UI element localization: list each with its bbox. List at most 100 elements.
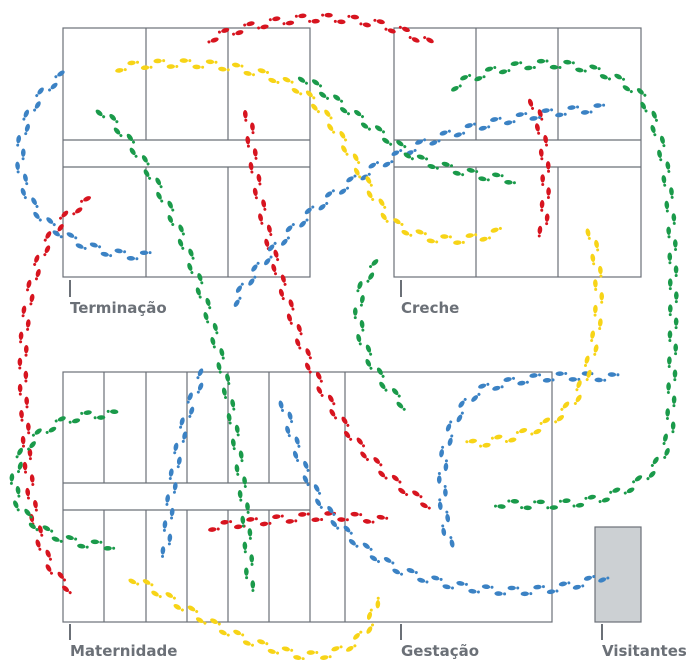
footprint (248, 161, 254, 174)
toe (158, 595, 162, 599)
toe (19, 340, 23, 344)
sole (503, 377, 512, 382)
toe (423, 138, 427, 142)
sole (584, 355, 590, 364)
toe (413, 148, 417, 152)
sole (478, 176, 487, 182)
sole (391, 474, 399, 482)
sole (376, 19, 385, 25)
footprint (178, 224, 185, 236)
footprint (24, 508, 33, 519)
footprint (365, 344, 373, 356)
block-terminacao-inner (63, 28, 310, 277)
toe (311, 205, 315, 209)
sole (250, 122, 255, 131)
toe (325, 201, 329, 205)
footprint (338, 186, 350, 195)
footprint (29, 474, 35, 486)
footprint (598, 576, 610, 583)
sole (261, 199, 267, 208)
toe (265, 642, 269, 646)
toe (226, 633, 230, 637)
sole (536, 58, 546, 64)
sole (482, 442, 491, 448)
footprint (244, 567, 249, 580)
toe (662, 442, 666, 446)
footprint (466, 167, 479, 174)
footprint (544, 213, 550, 226)
footprint (529, 373, 542, 378)
footprint (396, 140, 407, 149)
footprint (598, 265, 603, 278)
footprint (37, 525, 44, 537)
sole (83, 196, 91, 202)
sole (23, 370, 29, 380)
sole (420, 502, 428, 509)
footprint (341, 145, 349, 156)
toe (345, 518, 349, 522)
toe (498, 226, 502, 230)
sole (187, 262, 193, 271)
sole (246, 21, 255, 27)
footprint (31, 197, 39, 208)
toe (389, 142, 393, 146)
footprint (442, 584, 454, 590)
footprint (343, 430, 353, 441)
footprint (296, 324, 303, 336)
sole (324, 109, 331, 117)
sole (466, 167, 475, 173)
footprint (245, 136, 251, 148)
sole (245, 136, 251, 145)
sole (142, 579, 151, 585)
toe (243, 484, 247, 488)
sole (258, 213, 263, 222)
toe (340, 99, 344, 103)
toe (40, 533, 44, 537)
trail-guide (98, 108, 250, 600)
footprint (366, 623, 375, 634)
toe (236, 433, 240, 437)
sole (167, 200, 173, 209)
footprint (623, 487, 635, 495)
footprint (567, 105, 580, 110)
sole (391, 388, 399, 396)
sole (589, 64, 598, 70)
toe (390, 160, 394, 164)
footprint (48, 82, 58, 92)
sole (330, 520, 338, 528)
sole (417, 577, 426, 583)
toe (207, 40, 211, 44)
sole (359, 319, 365, 329)
footprint (24, 123, 30, 136)
footprint (233, 629, 245, 637)
toe (297, 444, 301, 448)
footprint (66, 232, 78, 240)
toe (179, 425, 183, 429)
toe (236, 472, 240, 476)
sole (113, 127, 121, 135)
toe (458, 84, 462, 88)
footprint (65, 535, 78, 541)
sole (494, 434, 503, 440)
sole (235, 285, 242, 293)
sole (672, 239, 678, 248)
footprint (288, 299, 295, 311)
footprint (305, 90, 316, 100)
sole (295, 338, 301, 347)
sole (339, 131, 346, 139)
sole (231, 62, 241, 68)
sole (46, 217, 54, 224)
footprint (339, 107, 350, 116)
toe (253, 275, 257, 279)
toe (524, 112, 528, 116)
toe (308, 356, 312, 360)
toe (414, 571, 418, 575)
trail-guide (20, 74, 157, 256)
footprint (331, 645, 343, 652)
toe (563, 112, 567, 116)
footprint (188, 248, 195, 260)
footprint (339, 131, 348, 142)
toe (26, 496, 30, 500)
footprint (598, 497, 610, 504)
footprint (343, 525, 353, 535)
